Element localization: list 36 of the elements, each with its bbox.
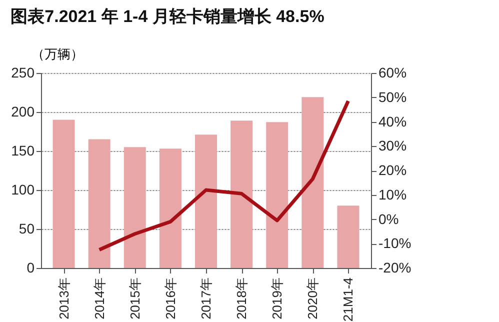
- bar: [124, 147, 146, 268]
- y2-tick-label: 50%: [378, 88, 407, 105]
- y2-tick-label: 0%: [378, 210, 399, 227]
- x-tick-label: 2013年: [56, 278, 72, 320]
- y-tick-label: 0: [26, 260, 35, 276]
- y-tick-label: 50: [18, 220, 35, 236]
- y2-tick-label: 20%: [378, 162, 407, 178]
- bar: [88, 139, 110, 268]
- x-tick-label: 2017年: [198, 278, 214, 320]
- bar: [159, 148, 182, 268]
- x-tick-label: 2019年: [270, 278, 285, 320]
- x-tick-label: 2016年: [162, 278, 178, 320]
- y-tick-label: 250: [11, 64, 35, 80]
- line-series: [98, 99, 350, 252]
- y2-tick-label: 10%: [378, 186, 407, 202]
- x-tick-label: 2015年: [127, 278, 142, 320]
- x-tick-label: 2020年: [305, 278, 320, 320]
- y2-tick-label: 40%: [378, 113, 407, 130]
- y-tick-label: 200: [11, 104, 35, 120]
- x-tick-label: 2018年: [234, 278, 250, 320]
- bar: [302, 97, 324, 268]
- bar: [230, 120, 253, 268]
- y-tick-label: 100: [11, 182, 35, 198]
- y2-tick-label: 30%: [378, 138, 407, 154]
- bar: [266, 122, 288, 268]
- bar: [195, 134, 217, 268]
- x-tick-label: 2014年: [92, 278, 107, 320]
- chart-title: 图表7.2021 年 1-4 月轻卡销量增长 48.5%: [10, 7, 324, 26]
- bar: [52, 120, 75, 268]
- y2-tick-label: -10%: [378, 235, 412, 252]
- x-tick-label: 21M1-4: [340, 278, 356, 322]
- y2-tick-label: 60%: [378, 64, 407, 80]
- bar: [337, 206, 360, 268]
- y2-tick-label: -20%: [378, 260, 412, 276]
- y-axis-title: （万辆）: [32, 46, 84, 62]
- y-tick-label: 150: [11, 142, 35, 158]
